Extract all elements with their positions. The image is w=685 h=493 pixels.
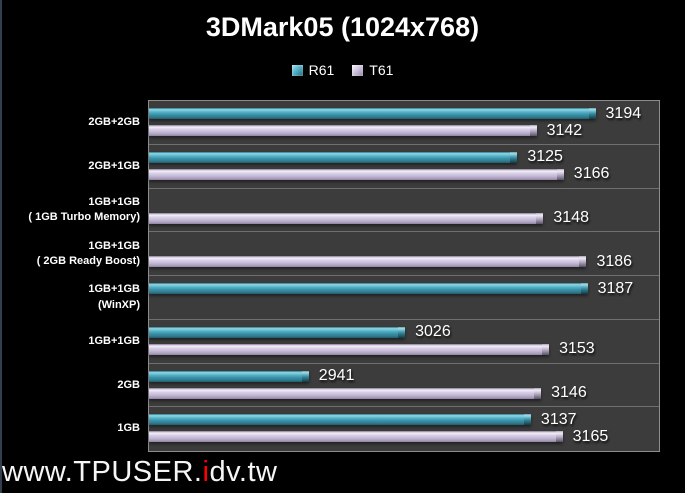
bar-r61: 2941: [149, 367, 354, 384]
chart-row: 3187: [149, 276, 659, 320]
category-label: 1GB+1GB ( 1GB Turbo Memory): [28, 195, 140, 224]
bar-r61: 3125: [149, 148, 563, 165]
plot-area: 3194 3142 3125 3166 3148 3186 3187 3026 3153 2941…: [148, 100, 660, 452]
bar-value-label: 3194: [605, 104, 642, 122]
watermark-suffix: dv.tw: [209, 456, 278, 488]
legend-label-r61: R61: [308, 62, 335, 78]
bar-t61: 3146: [149, 384, 587, 401]
category-label: 1GB+1GB (WinXP): [88, 283, 140, 311]
bar-t61: 3166: [149, 165, 609, 182]
bar-value-label: 3137: [540, 410, 577, 428]
watermark: www.TPUSER.idv.tw: [2, 456, 277, 489]
chart-row: 3148: [149, 189, 659, 233]
category-label: 2GB+1GB: [88, 159, 140, 172]
bar-r61: 3187: [149, 280, 633, 297]
watermark-highlight: i: [202, 456, 210, 488]
watermark-prefix: www.TPUSER.: [2, 456, 203, 488]
chart-row: 3186: [149, 232, 659, 276]
bar-value-label: 3026: [415, 323, 451, 341]
bar-value-label: 3125: [527, 148, 563, 166]
legend-label-t61: T61: [369, 62, 394, 78]
bar-t61: 3153: [149, 340, 595, 357]
chart-row: 3137 3165: [149, 407, 659, 451]
bar-r61: 3137: [149, 411, 577, 428]
legend-item-t61: T61: [352, 62, 393, 78]
bar-value-label: 3142: [546, 121, 583, 139]
chart-title: 3DMark05 (1024x768): [205, 12, 480, 42]
bar-r61: 3194: [149, 105, 641, 122]
bar-t61: 3142: [149, 122, 582, 139]
legend-item-r61: R61: [291, 62, 335, 78]
chart-row: 3125 3166: [149, 145, 659, 189]
category-label: 2GB+2GB: [88, 116, 140, 129]
bar-value-label: 3146: [551, 384, 587, 401]
bar-value-label: 3153: [559, 340, 595, 358]
bar-value-label: 3166: [573, 165, 610, 183]
chart-row: 3194 3142: [149, 101, 659, 145]
category-label: 1GB: [117, 422, 140, 435]
category-labels: 2GB+2GB 2GB+1GB 1GB+1GB ( 1GB Turbo Memory…: [0, 101, 140, 451]
bar-t61: 3186: [149, 253, 632, 270]
legend: R61 T61: [0, 62, 685, 78]
chart-row: 2941 3146: [149, 364, 659, 408]
bar-value-label: 2941: [318, 367, 355, 384]
category-label: 1GB+1GB ( 2GB Ready Boost): [36, 239, 140, 268]
bar-t61: 3165: [149, 428, 608, 445]
bar-value-label: 3187: [597, 279, 634, 297]
bar-value-label: 3186: [596, 252, 633, 270]
plot-rows: 3194 3142 3125 3166 3148 3186 3187 3026 3153 2941…: [149, 101, 659, 451]
bar-t61: 3148: [149, 209, 589, 226]
legend-swatch-r61-icon: [291, 64, 303, 76]
screen-left-edge: [0, 0, 2, 493]
chart-row: 3026 3153: [149, 320, 659, 364]
bar-r61: 3026: [149, 323, 451, 340]
bar-value-label: 3165: [572, 427, 609, 445]
category-label: 1GB+1GB: [88, 334, 140, 347]
category-label: 2GB: [117, 378, 140, 391]
bar-value-label: 3148: [553, 209, 589, 226]
legend-swatch-t61-icon: [352, 64, 364, 76]
